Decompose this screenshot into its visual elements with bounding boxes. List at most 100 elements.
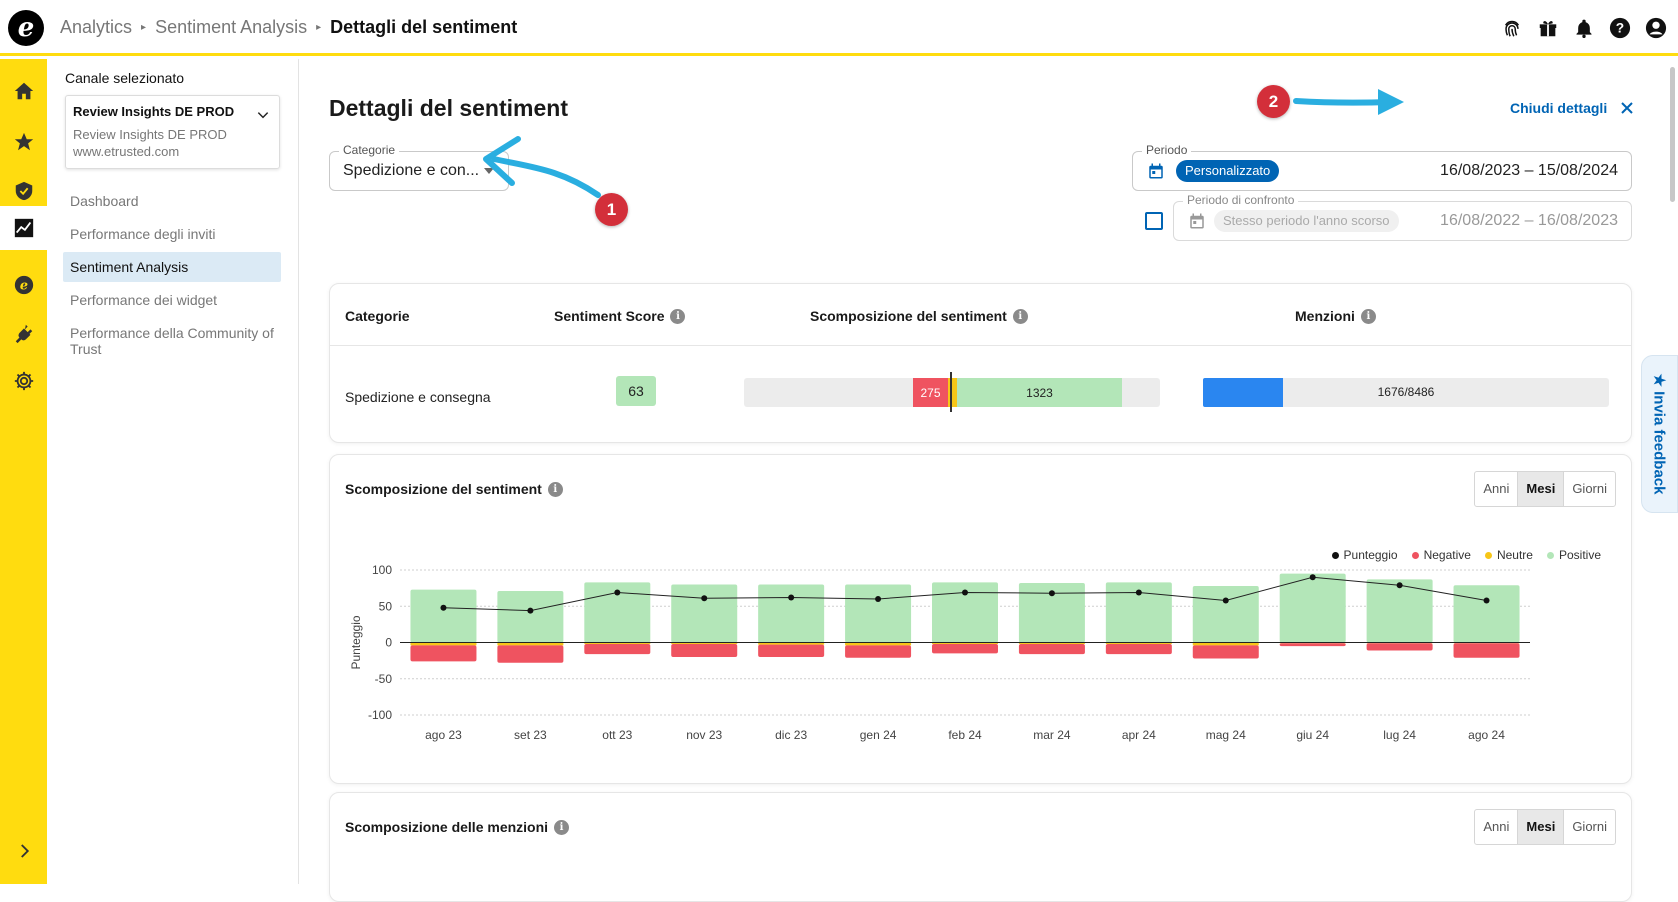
gear-icon[interactable] — [0, 359, 47, 403]
period-label: Periodo — [1142, 143, 1192, 157]
score-point — [1309, 574, 1316, 581]
period-field[interactable]: Periodo Personalizzato 16/08/2023 – 15/0… — [1132, 143, 1632, 191]
help-icon[interactable]: ? — [1608, 16, 1632, 40]
toggle-years[interactable]: Anni — [1475, 810, 1519, 844]
fingerprint-icon[interactable] — [1500, 16, 1524, 40]
toggle-months[interactable]: Mesi — [1518, 810, 1565, 844]
sentiment-chart-card: Scomposizione del sentiment i Anni Mesi … — [329, 454, 1632, 784]
chevron-right-icon[interactable] — [0, 829, 47, 873]
header-sentiment-breakdown: Scomposizione del sentiment i — [810, 308, 1028, 324]
chart-legend: Punteggio Negative Neutre Positive — [1331, 548, 1601, 562]
close-details-link[interactable]: Chiudi dettagli — [1510, 100, 1633, 116]
svg-text:?: ? — [1616, 21, 1624, 36]
bar-neutral — [1018, 642, 1085, 644]
bar-negative — [410, 645, 477, 662]
score-point — [1048, 590, 1055, 597]
annotation-arrows — [483, 89, 1404, 198]
y-tick-label: 0 — [385, 636, 392, 650]
period-preset-pill[interactable]: Personalizzato — [1176, 160, 1280, 182]
category-select[interactable]: Categorie Spedizione e con... — [329, 143, 509, 191]
bar-neutral — [1105, 642, 1172, 644]
bar-positive — [932, 582, 998, 643]
legend-neutral[interactable]: Neutre — [1484, 548, 1533, 562]
header-sentiment-score-label: Sentiment Score — [554, 308, 665, 324]
score-point — [1222, 597, 1229, 604]
home-icon[interactable] — [0, 69, 47, 113]
bar-positive — [1279, 573, 1346, 643]
bell-icon[interactable] — [1572, 16, 1596, 40]
mentions-bar: 1676/8486 — [1203, 378, 1609, 407]
x-tick-label: nov 23 — [686, 728, 722, 742]
x-tick-label: set 23 — [514, 728, 547, 742]
star-icon[interactable] — [0, 120, 47, 164]
score-point — [962, 589, 968, 596]
breadcrumb-sentiment-analysis[interactable]: Sentiment Analysis — [155, 17, 308, 37]
toggle-days[interactable]: Giorni — [1572, 481, 1607, 496]
close-icon[interactable] — [1621, 102, 1633, 114]
main-content: Dettagli del sentiment Chiudi dettagli C… — [300, 59, 1678, 902]
etrusted-logo[interactable]: e — [8, 10, 44, 46]
bar-negative — [758, 644, 825, 657]
compare-period-checkbox[interactable] — [1145, 212, 1163, 230]
toggle-years[interactable]: Anni — [1475, 472, 1519, 506]
negative-segment: 275 — [913, 378, 948, 407]
toggle-days[interactable]: Giorni — [1572, 819, 1607, 834]
sentiment-chart-title: Scomposizione del sentiment i — [345, 481, 563, 497]
etrusted-icon[interactable]: e — [0, 263, 47, 307]
legend-positive[interactable]: Positive — [1546, 548, 1601, 562]
bar-negative — [1018, 643, 1085, 655]
bar-negative — [584, 643, 651, 655]
bar-negative — [1453, 643, 1520, 658]
score-point — [440, 604, 447, 611]
calendar-icon — [1188, 212, 1206, 235]
breadcrumb-analytics[interactable]: Analytics — [60, 17, 133, 37]
sidebar-item-dashboard[interactable]: Dashboard — [70, 193, 139, 209]
legend-neutral-label: Neutre — [1496, 548, 1533, 562]
close-details-label[interactable]: Chiudi dettagli — [1510, 100, 1608, 116]
info-icon[interactable]: i — [554, 819, 570, 835]
info-icon[interactable]: i — [547, 481, 563, 497]
sidebar-title: Canale selezionato — [65, 70, 185, 86]
scrollbar[interactable] — [1670, 67, 1675, 202]
legend-positive-label: Positive — [1558, 548, 1601, 562]
sidebar-nav: Dashboard Performance degli inviti Senti… — [63, 186, 281, 367]
score-point — [1483, 597, 1490, 604]
bar-negative — [1192, 645, 1259, 659]
score-point — [1135, 589, 1142, 596]
secondary-sidebar: Canale selezionato Review Insights DE PR… — [47, 59, 299, 884]
shield-icon[interactable] — [0, 169, 47, 213]
sidebar-item-sentiment-analysis[interactable]: Sentiment Analysis — [63, 252, 281, 282]
sidebar-item-widget-performance[interactable]: Performance dei widget — [70, 292, 218, 308]
sidebar-item-invite-performance[interactable]: Performance degli inviti — [70, 226, 216, 242]
channel-name: Review Insights DE PROD — [73, 104, 235, 119]
info-icon[interactable]: i — [670, 308, 686, 324]
bar-positive — [497, 591, 564, 643]
info-icon[interactable]: i — [1360, 308, 1376, 324]
plug-icon[interactable] — [0, 311, 47, 355]
score-point — [788, 594, 795, 601]
legend-score[interactable]: Punteggio — [1331, 548, 1398, 562]
breadcrumb-separator-icon: ▸ — [141, 22, 147, 33]
legend-negative-label: Negative — [1423, 548, 1471, 562]
header-category: Categorie — [345, 308, 410, 324]
account-icon[interactable] — [1644, 16, 1668, 40]
chart-icon[interactable] — [0, 206, 47, 250]
gift-icon[interactable] — [1536, 16, 1560, 40]
x-tick-label: feb 24 — [948, 728, 982, 742]
compare-period-field[interactable]: Periodo di confronto Stesso periodo l'an… — [1173, 193, 1632, 241]
bar-positive — [845, 584, 912, 643]
legend-negative[interactable]: Negative — [1411, 548, 1471, 562]
breadcrumb-current: Dettagli del sentiment — [330, 17, 518, 37]
page-title: Dettagli del sentiment — [329, 95, 568, 121]
info-icon[interactable]: i — [1012, 308, 1028, 324]
sidebar-item-community-of-trust[interactable]: Performance della Community of Trust — [70, 325, 274, 357]
bar-positive — [1453, 585, 1520, 643]
channel-selector[interactable]: Review Insights DE PROD Review Insights … — [65, 95, 280, 169]
category-select-value: Spedizione e con... — [343, 162, 480, 179]
mentions-fill — [1203, 378, 1284, 407]
feedback-tab[interactable]: ★ Invia feedback — [1641, 355, 1678, 513]
y-axis-label: Punteggio — [349, 615, 363, 669]
chevron-down-icon[interactable] — [256, 108, 270, 127]
bar-negative — [671, 643, 738, 657]
toggle-months[interactable]: Mesi — [1518, 472, 1565, 506]
